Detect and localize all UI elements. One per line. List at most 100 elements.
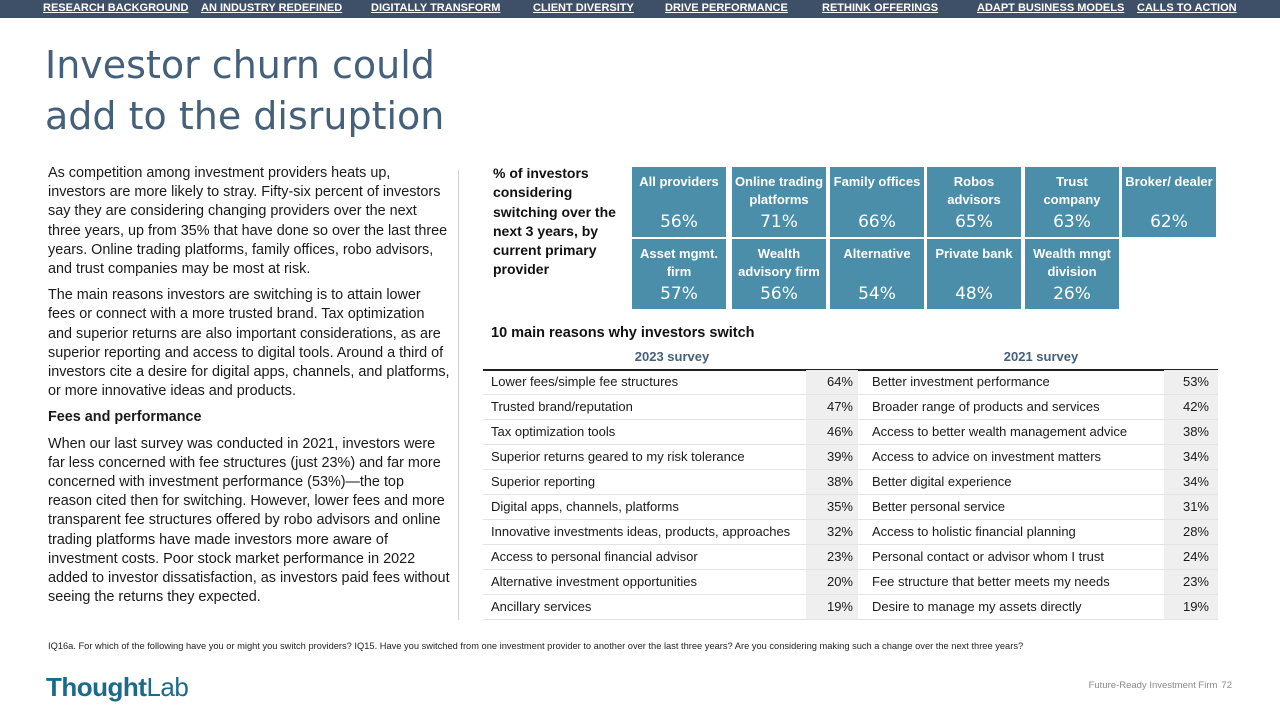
provider-tile: Online trading platforms 71% [732, 167, 826, 237]
logo-part-lab: Lab [146, 672, 189, 702]
percent-2023: 35% [806, 495, 858, 519]
reason-2021: Access to advice on investment matters [872, 449, 1102, 464]
percent-2021: 23% [1164, 570, 1218, 594]
percent-2023: 39% [806, 445, 858, 469]
provider-tile-label: Asset mgmt. firm [639, 246, 719, 279]
table-row: Superior reporting 38% Better digital ex… [483, 470, 1218, 495]
provider-tile-value: 63% [1053, 212, 1091, 232]
provider-tile: Broker/ dealer 62% [1122, 167, 1216, 237]
reason-2021: Better personal service [872, 499, 1005, 514]
body-text: As competition among investment provider… [48, 164, 450, 614]
provider-tile-value: 54% [858, 284, 896, 304]
table-row: Innovative investments ideas, products, … [483, 520, 1218, 545]
provider-tile-value: 66% [858, 212, 896, 232]
provider-tile: Wealth mngt division 26% [1025, 239, 1119, 309]
reason-2021: Access to holistic financial planning [872, 524, 1076, 539]
logo-part-thought: Thought [46, 672, 147, 702]
footnote: IQ16a. For which of the following have y… [48, 641, 1024, 651]
reason-2021: Broader range of products and services [872, 399, 1100, 414]
footer: Future-Ready Investment Firm 72 [1089, 680, 1232, 691]
thoughtlab-logo: ThoughtLab [46, 672, 189, 703]
nav-digitally-transform[interactable]: DIGITALLY TRANSFORM [371, 2, 501, 14]
percent-2023: 47% [806, 395, 858, 419]
survey-2021-header: 2021 survey [1003, 349, 1079, 364]
reason-2021: Access to better wealth management advic… [872, 424, 1128, 439]
percent-2023: 38% [806, 470, 858, 494]
provider-tile-label: Wealth mngt division [1033, 246, 1111, 279]
reason-2023: Ancillary services [491, 599, 592, 614]
reason-2021: Personal contact or advisor whom I trust [872, 549, 1104, 564]
page-number: 72 [1221, 680, 1232, 691]
provider-tile-label: Robos advisors [947, 174, 1001, 207]
nav-rethink-offerings[interactable]: RETHINK OFFERINGS [822, 2, 939, 14]
table-row: Access to personal financial advisor 23%… [483, 545, 1218, 570]
reason-2023: Superior reporting [491, 474, 596, 489]
provider-tile: Alternative 54% [830, 239, 924, 309]
provider-tile-value: 65% [955, 212, 993, 232]
table-row: Trusted brand/reputation 47% Broader ran… [483, 395, 1218, 420]
provider-tile: Robos advisors 65% [927, 167, 1021, 237]
percent-2021: 28% [1164, 520, 1218, 544]
provider-tile-value: 62% [1150, 212, 1188, 232]
percent-2021: 53% [1164, 370, 1218, 394]
table-row: Ancillary services 19% Desire to manage … [483, 595, 1218, 620]
percent-2023: 20% [806, 570, 858, 594]
provider-tile-value: 71% [760, 212, 798, 232]
provider-tile-value: 56% [760, 284, 798, 304]
top-navigation: RESEARCH BACKGROUND AN INDUSTRY REDEFINE… [0, 0, 1280, 18]
reason-2021: Better digital experience [872, 474, 1012, 489]
percent-2021: 34% [1164, 470, 1218, 494]
percent-2021: 34% [1164, 445, 1218, 469]
nav-research-background[interactable]: RESEARCH BACKGROUND [43, 2, 189, 14]
provider-tile: Trust company 63% [1025, 167, 1119, 237]
percent-2023: 32% [806, 520, 858, 544]
reason-2023: Lower fees/simple fee structures [491, 374, 679, 389]
percent-2023: 64% [806, 370, 858, 394]
reason-2021: Desire to manage my assets directly [872, 599, 1082, 614]
percent-2021: 42% [1164, 395, 1218, 419]
provider-tile-label: Family offices [833, 174, 921, 189]
survey-2023-header: 2023 survey [634, 349, 710, 364]
provider-tile-value: 26% [1053, 284, 1091, 304]
provider-tile-value: 48% [955, 284, 993, 304]
reason-2023: Digital apps, channels, platforms [491, 499, 679, 514]
page-title-line-2: add to the disruption [45, 94, 445, 138]
percent-2021: 38% [1164, 420, 1218, 444]
table-row: Lower fees/simple fee structures 64% Bet… [483, 370, 1218, 395]
vertical-divider [458, 170, 459, 620]
provider-tile-label: Broker/ dealer [1125, 174, 1213, 189]
provider-tile-label: Alternative [843, 246, 911, 261]
reason-2021: Better investment performance [872, 374, 1050, 389]
reason-2023: Superior returns geared to my risk toler… [491, 449, 745, 464]
provider-tile: Asset mgmt. firm 57% [632, 239, 726, 309]
page-title-line-1: Investor churn could [45, 43, 435, 87]
provider-tile-value: 57% [660, 284, 698, 304]
body-paragraph-3: When our last survey was conducted in 20… [48, 435, 450, 606]
percent-2021: 19% [1164, 595, 1218, 619]
percent-2023: 23% [806, 545, 858, 569]
reasons-table-title: 10 main reasons why investors switch [491, 325, 755, 341]
reason-2023: Trusted brand/reputation [491, 399, 633, 414]
nav-adapt-business-models[interactable]: ADAPT BUSINESS MODELS [977, 2, 1125, 14]
provider-tile-label: Online trading platforms [734, 174, 824, 207]
provider-tile-value: 56% [660, 212, 698, 232]
body-paragraph-1: As competition among investment provider… [48, 165, 448, 278]
nav-drive-performance[interactable]: DRIVE PERFORMANCE [665, 2, 788, 14]
reason-2023: Innovative investments ideas, products, … [491, 524, 791, 539]
body-paragraph-2: The main reasons investors are switching… [48, 287, 450, 400]
page-title: Investor churn could add to the disrupti… [45, 40, 505, 142]
provider-tile-label: All providers [639, 174, 719, 189]
reason-2021: Fee structure that better meets my needs [872, 574, 1110, 589]
provider-tile: Family offices 66% [830, 167, 924, 237]
reason-2023: Access to personal financial advisor [491, 549, 698, 564]
nav-an-industry-redefined[interactable]: AN INDUSTRY REDEFINED [201, 2, 343, 14]
nav-client-diversity[interactable]: CLIENT DIVERSITY [533, 2, 634, 14]
provider-tile-label: Trust company [1043, 174, 1101, 207]
table-row: Superior returns geared to my risk toler… [483, 445, 1218, 470]
reason-2023: Tax optimization tools [491, 424, 616, 439]
reason-2023: Alternative investment opportunities [491, 574, 697, 589]
nav-calls-to-action[interactable]: CALLS TO ACTION [1137, 2, 1237, 14]
body-subhead: Fees and performance [48, 409, 202, 426]
percent-2021: 24% [1164, 545, 1218, 569]
table-row: Alternative investment opportunities 20%… [483, 570, 1218, 595]
